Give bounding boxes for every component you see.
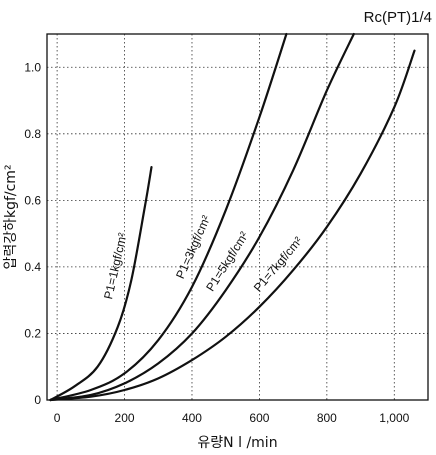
plot-frame	[46, 33, 429, 401]
tick-labels: 0 200 400 600 800 1,000 0 0.2 0.4 0.6 0.8 1.0	[24, 60, 409, 425]
x-tick-label: 1,000	[379, 411, 409, 425]
series-curves	[49, 32, 416, 402]
series-line	[49, 32, 288, 402]
series-label: P1=3kgf/cm²	[173, 213, 213, 281]
series-line	[49, 49, 416, 402]
x-tick-label: 200	[115, 411, 135, 425]
x-tick-label: 400	[182, 411, 202, 425]
x-tick-label: 0	[54, 411, 61, 425]
corner-label: Rc(PT)1/4	[364, 9, 432, 26]
y-tick-label: 0.6	[24, 193, 41, 207]
y-tick-label: 0.2	[24, 326, 41, 340]
x-tick-label: 800	[317, 411, 337, 425]
series-label: P1=1kgf/cm²	[101, 231, 130, 300]
y-tick-label: 0.4	[24, 260, 41, 274]
x-axis-title: 유량N l /min	[197, 435, 277, 451]
series-line	[49, 166, 153, 402]
x-tick-label: 600	[249, 411, 269, 425]
grid-lines	[47, 34, 428, 400]
y-tick-label: 0.8	[24, 127, 41, 141]
y-axis-title: 압력강하kgf/cm²	[3, 164, 19, 269]
y-tick-label: 0	[34, 393, 41, 407]
y-tick-label: 1.0	[24, 60, 41, 74]
series-line	[49, 32, 355, 402]
